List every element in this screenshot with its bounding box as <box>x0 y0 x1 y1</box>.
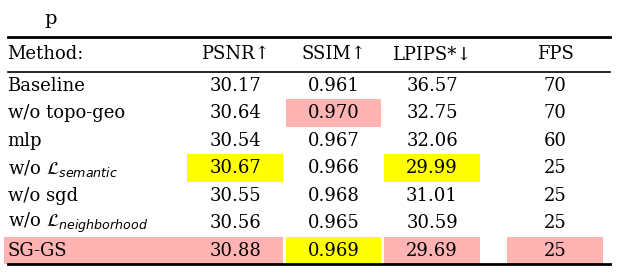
Text: 60: 60 <box>544 132 567 150</box>
Text: 32.75: 32.75 <box>406 104 458 122</box>
Text: 29.99: 29.99 <box>406 159 458 177</box>
Text: 30.56: 30.56 <box>210 214 261 232</box>
Text: 0.968: 0.968 <box>308 187 360 205</box>
Text: w/o topo-geo: w/o topo-geo <box>7 104 125 122</box>
Text: 30.67: 30.67 <box>210 159 261 177</box>
Text: 0.969: 0.969 <box>308 242 360 260</box>
Text: w/o $\mathcal{L}_{neighborhood}$: w/o $\mathcal{L}_{neighborhood}$ <box>7 211 148 235</box>
Text: 30.64: 30.64 <box>210 104 261 122</box>
Bar <box>286 99 381 127</box>
Text: SSIM↑: SSIM↑ <box>301 45 366 63</box>
Text: 30.17: 30.17 <box>210 77 261 95</box>
Text: 0.967: 0.967 <box>308 132 360 150</box>
Text: 32.06: 32.06 <box>406 132 458 150</box>
Text: 31.01: 31.01 <box>406 187 458 205</box>
Text: FPS: FPS <box>536 45 574 63</box>
Text: 29.69: 29.69 <box>406 242 458 260</box>
Text: 0.970: 0.970 <box>308 104 360 122</box>
Text: Baseline: Baseline <box>7 77 85 95</box>
Text: 0.961: 0.961 <box>308 77 360 95</box>
Text: SG-GS: SG-GS <box>7 242 67 260</box>
Text: 30.88: 30.88 <box>210 242 261 260</box>
Bar <box>187 155 283 182</box>
Text: 25: 25 <box>544 159 567 177</box>
Bar <box>4 237 208 264</box>
Text: 0.966: 0.966 <box>308 159 360 177</box>
Bar <box>384 155 480 182</box>
Bar <box>187 237 283 264</box>
Text: p: p <box>44 10 57 27</box>
Text: 70: 70 <box>544 104 567 122</box>
Text: 25: 25 <box>544 242 567 260</box>
Text: 25: 25 <box>544 214 567 232</box>
Text: PSNR↑: PSNR↑ <box>201 45 269 63</box>
Text: 25: 25 <box>544 187 567 205</box>
Text: 36.57: 36.57 <box>406 77 458 95</box>
Bar <box>507 237 603 264</box>
Text: 30.55: 30.55 <box>210 187 261 205</box>
Bar <box>384 237 480 264</box>
Text: 70: 70 <box>544 77 567 95</box>
Text: 0.965: 0.965 <box>308 214 360 232</box>
Text: Method:: Method: <box>7 45 84 63</box>
Text: w/o $\mathcal{L}_{semantic}$: w/o $\mathcal{L}_{semantic}$ <box>7 158 117 179</box>
Text: w/o sgd: w/o sgd <box>7 187 78 205</box>
Text: mlp: mlp <box>7 132 42 150</box>
Text: LPIPS*↓: LPIPS*↓ <box>392 45 472 63</box>
Text: 30.54: 30.54 <box>210 132 261 150</box>
Bar <box>286 237 381 264</box>
Text: 30.59: 30.59 <box>406 214 458 232</box>
